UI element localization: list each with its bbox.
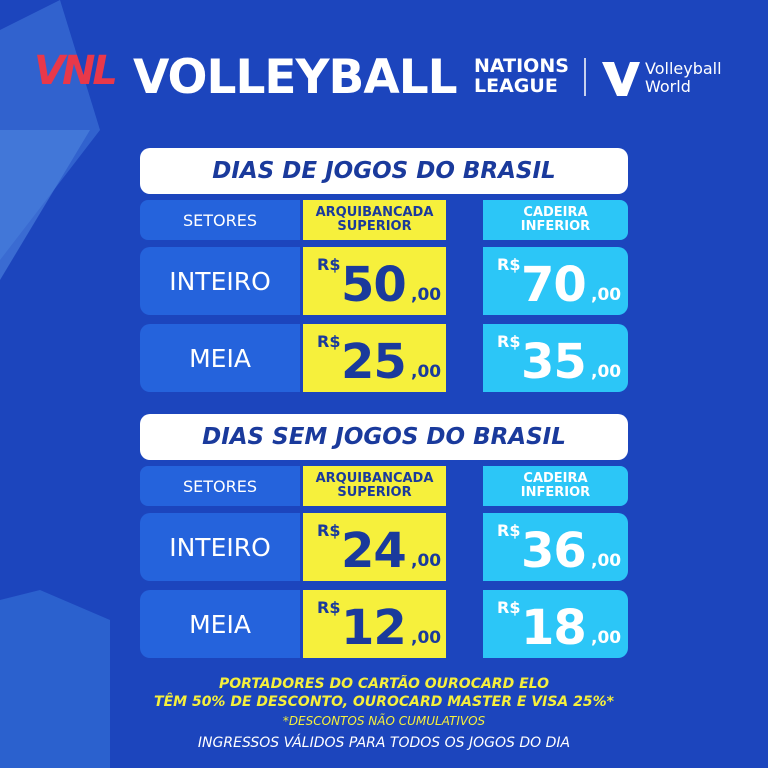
price-value: 35 [521,334,587,390]
price-value: 25 [341,334,407,390]
price-cell: R$ 36,00 [483,513,628,581]
column-header-line: CADEIRA [523,205,588,220]
brand: VOLLEYBALL [133,50,458,105]
price-value: 36 [521,523,587,579]
price-cents: ,00 [411,628,442,648]
section-title: DIAS SEM JOGOS DO BRASIL [140,414,628,460]
column-header-line: INFERIOR [520,485,591,500]
note: *DESCONTOS NÃO CUMULATIVOS [282,714,486,728]
price-cell: R$ 18,00 [483,590,628,658]
partner-line: World [645,77,691,96]
price-cell: R$ 35,00 [483,324,628,392]
row-label: INTEIRO [140,513,300,581]
partner: Volleyball World [645,60,722,96]
brand-sub: NATIONS LEAGUE [474,56,569,96]
brand-sub-line: LEAGUE [474,75,558,97]
price-cell: R$ 24,00 [303,513,446,581]
row-label: INTEIRO [140,247,300,315]
column-header-line: ARQUIBANCADA [315,205,434,220]
price-cents: ,00 [591,551,622,571]
price-currency: R$ [317,598,341,617]
price-cents: ,00 [411,551,442,571]
price-cell: R$ 50,00 [303,247,446,315]
column-header-line: INFERIOR [520,219,591,234]
column-header-line: SUPERIOR [337,219,412,234]
info: INGRESSOS VÁLIDOS PARA TODOS OS JOGOS DO… [197,735,571,751]
column-header: SETORES [140,200,300,240]
column-header-line: CADEIRA [523,471,588,486]
price-cents: ,00 [591,628,622,648]
price-value: 24 [341,523,407,579]
brand-sub-line: NATIONS [474,55,569,77]
row-label: MEIA [140,324,300,392]
price-currency: R$ [497,521,521,540]
promo: PORTADORES DO CARTÃO OUROCARD ELO TÊM 50… [0,675,768,711]
column-header: SETORES [140,466,300,506]
price-cents: ,00 [591,362,622,382]
price-value: 12 [341,600,407,656]
column-header-line: SUPERIOR [337,485,412,500]
promo-line: PORTADORES DO CARTÃO OUROCARD ELO [219,676,549,692]
section-title: DIAS DE JOGOS DO BRASIL [140,148,628,194]
price-cents: ,00 [411,285,442,305]
row-label: MEIA [140,590,300,658]
column-header-line: ARQUIBANCADA [315,471,434,486]
partner-line: Volleyball [645,59,722,78]
price-currency: R$ [317,255,341,274]
price-value: 70 [521,257,587,313]
column-header: ARQUIBANCADA SUPERIOR [303,200,446,240]
vnl-logo: VNL [34,48,118,94]
price-currency: R$ [317,521,341,540]
price-cents: ,00 [411,362,442,382]
price-cell: R$ 25,00 [303,324,446,392]
price-currency: R$ [497,255,521,274]
promo-line: TÊM 50% DE DESCONTO, OUROCARD MASTER E V… [154,694,614,710]
column-header: CADEIRA INFERIOR [483,466,628,506]
price-currency: R$ [497,598,521,617]
price-cell: R$ 12,00 [303,590,446,658]
price-cell: R$ 70,00 [483,247,628,315]
column-header: ARQUIBANCADA SUPERIOR [303,466,446,506]
price-cents: ,00 [591,285,622,305]
column-header: CADEIRA INFERIOR [483,200,628,240]
price-currency: R$ [497,332,521,351]
price-value: 18 [521,600,587,656]
price-currency: R$ [317,332,341,351]
price-value: 50 [341,257,407,313]
